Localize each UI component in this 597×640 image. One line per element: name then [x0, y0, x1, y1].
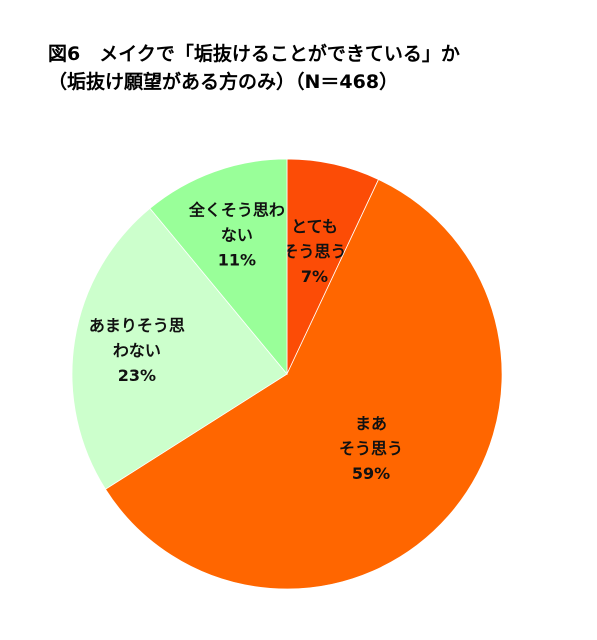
slice-value-label: 23% — [118, 366, 156, 385]
slice-category-label: あまりそう思 — [89, 316, 185, 335]
slice-amari-sou-omowanai-label: あまりそう思わない 23% — [89, 316, 185, 385]
slice-category-label: わない — [113, 341, 161, 360]
slice-value-label: 11% — [218, 251, 256, 270]
slice-category-label: そう思う — [282, 242, 346, 261]
slice-amari-sou-omowanai — [71, 207, 288, 490]
slice-mattaku-sou-omowanai — [149, 158, 288, 376]
chart-title-line-1: 図6 メイクで「垢抜けることができている」か — [48, 43, 460, 65]
slice-category-label: とても — [291, 217, 338, 236]
slice-maa-sou-omou-label: まあそう思う 59% — [339, 414, 403, 483]
slice-category-label: まあ — [355, 414, 387, 433]
slice-category-label: 全くそう思わ — [188, 201, 285, 220]
chart-title: 図6 メイクで「垢抜けることができている」か （垢抜け願望がある方のみ）（N＝4… — [48, 40, 460, 96]
slice-category-label: そう思う — [339, 439, 403, 458]
slice-category-label: ない — [221, 226, 253, 245]
slice-value-label: 59% — [352, 464, 390, 483]
slice-totemo-sou-omou-label: とてもそう思う 7% — [282, 217, 346, 286]
slice-maa-sou-omou — [104, 178, 503, 590]
slice-value-label: 7% — [301, 267, 328, 286]
chart-title-line-2: （垢抜け願望がある方のみ）（N＝468） — [48, 71, 399, 93]
slice-mattaku-sou-omowanai-label: 全くそう思わない 11% — [188, 201, 285, 270]
